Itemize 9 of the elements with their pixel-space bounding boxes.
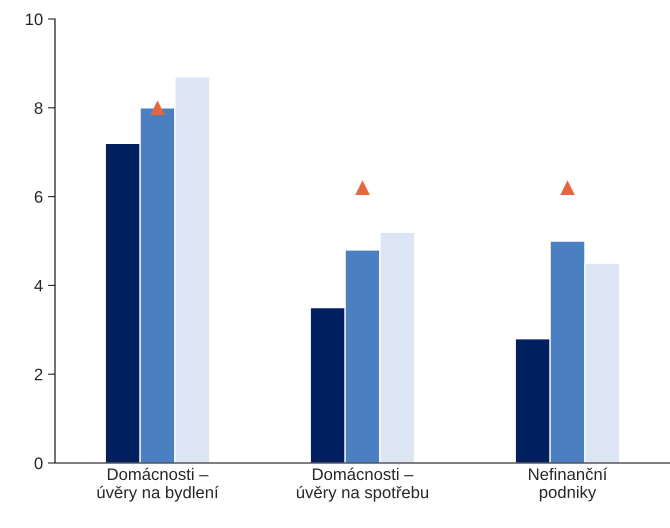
y-tick-label: 6 [34,191,42,203]
y-tick-label: 8 [34,102,42,114]
x-tick-label: Nefinanční podniky [529,468,608,502]
y-tick-label: 10 [26,13,43,26]
x-tick-label: Domácnosti – úvěry na bydlení [97,468,219,502]
y-tick-label: 0 [34,457,43,470]
y-tick-label: 4 [34,280,43,292]
y-tick-label: 2 [34,368,42,380]
x-tick-label: Domácnosti – úvěry na spotřebu [296,468,428,502]
